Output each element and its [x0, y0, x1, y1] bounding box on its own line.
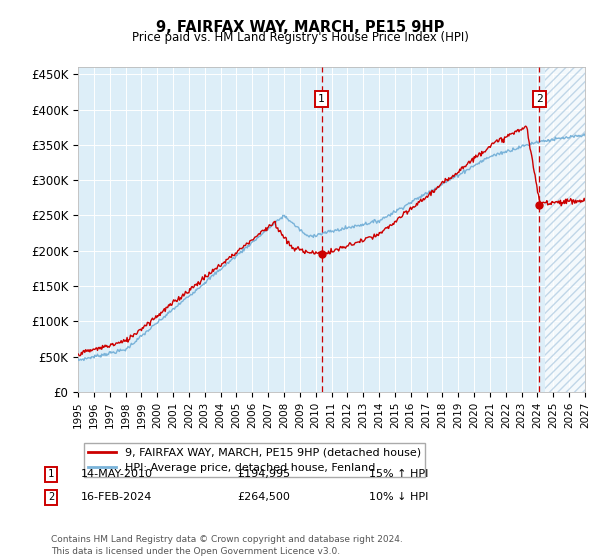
Text: 16-FEB-2024: 16-FEB-2024	[81, 492, 152, 502]
Text: 2: 2	[536, 94, 543, 104]
Text: Price paid vs. HM Land Registry's House Price Index (HPI): Price paid vs. HM Land Registry's House …	[131, 31, 469, 44]
Text: £264,500: £264,500	[237, 492, 290, 502]
Text: £194,995: £194,995	[237, 469, 290, 479]
Legend: 9, FAIRFAX WAY, MARCH, PE15 9HP (detached house), HPI: Average price, detached h: 9, FAIRFAX WAY, MARCH, PE15 9HP (detache…	[83, 443, 425, 478]
Text: 1: 1	[318, 94, 325, 104]
Text: 10% ↓ HPI: 10% ↓ HPI	[369, 492, 428, 502]
Text: Contains HM Land Registry data © Crown copyright and database right 2024.
This d: Contains HM Land Registry data © Crown c…	[51, 535, 403, 556]
Text: 2: 2	[48, 492, 54, 502]
Text: 1: 1	[48, 469, 54, 479]
Text: 14-MAY-2010: 14-MAY-2010	[81, 469, 153, 479]
Text: 15% ↑ HPI: 15% ↑ HPI	[369, 469, 428, 479]
Text: 9, FAIRFAX WAY, MARCH, PE15 9HP: 9, FAIRFAX WAY, MARCH, PE15 9HP	[156, 20, 444, 35]
